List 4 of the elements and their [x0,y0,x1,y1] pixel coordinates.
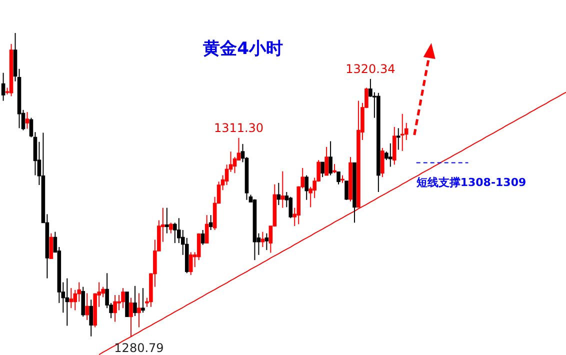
title: 黄金4小时 [203,39,283,59]
annotation: 1280.79 [114,341,164,355]
annotation: 1320.34 [346,62,396,76]
annotation: 1311.30 [214,120,264,135]
